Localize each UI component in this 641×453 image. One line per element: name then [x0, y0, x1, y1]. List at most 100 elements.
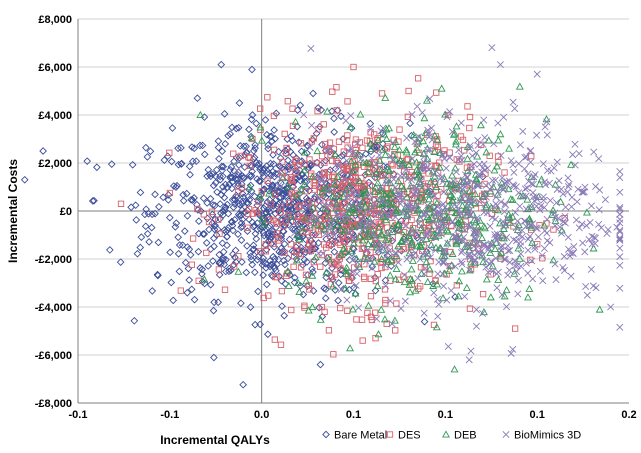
- data-point: [321, 294, 330, 303]
- data-point: [295, 235, 304, 243]
- data-point: [425, 265, 434, 273]
- data-point: [374, 134, 381, 142]
- data-point: [343, 193, 351, 201]
- data-point: [524, 293, 532, 301]
- data-point: [394, 242, 403, 250]
- data-point: [521, 165, 529, 173]
- data-point: [536, 206, 544, 214]
- data-point: [291, 117, 300, 125]
- data-point: [422, 258, 431, 266]
- data-point: [264, 94, 271, 101]
- data-point: [215, 250, 224, 259]
- data-point: [448, 128, 456, 136]
- data-point: [288, 225, 297, 234]
- data-point: [292, 231, 301, 239]
- data-point: [247, 115, 256, 124]
- data-point: [343, 215, 351, 223]
- data-point: [481, 200, 489, 208]
- data-point: [20, 175, 29, 184]
- data-point: [341, 216, 349, 224]
- data-point: [284, 281, 293, 289]
- data-point: [508, 195, 517, 203]
- data-point: [455, 146, 463, 154]
- data-point: [392, 327, 399, 334]
- data-point: [515, 82, 524, 90]
- data-point: [229, 226, 237, 235]
- data-point: [390, 316, 399, 324]
- data-point: [309, 287, 318, 295]
- data-point: [540, 204, 548, 212]
- data-point: [234, 267, 243, 275]
- data-point: [507, 157, 515, 165]
- data-point: [465, 250, 473, 258]
- data-point: [193, 200, 201, 209]
- data-point: [366, 119, 375, 128]
- data-point: [524, 170, 532, 178]
- data-point: [466, 124, 473, 132]
- data-point: [402, 222, 410, 230]
- data-point: [472, 149, 480, 157]
- data-point: [524, 269, 532, 277]
- data-point: [417, 198, 425, 205]
- data-point: [248, 65, 256, 74]
- data-point: [440, 155, 448, 163]
- data-point: [528, 257, 536, 265]
- data-point: [296, 282, 305, 290]
- data-point: [361, 275, 368, 282]
- data-point: [318, 140, 326, 149]
- data-point: [219, 247, 228, 256]
- data-point: [522, 259, 530, 267]
- data-point: [404, 160, 413, 168]
- data-point: [377, 229, 386, 237]
- data-point: [188, 143, 196, 151]
- data-point: [394, 176, 403, 185]
- data-point: [264, 330, 272, 339]
- data-point: [439, 150, 447, 158]
- data-point: [279, 158, 286, 166]
- data-point: [496, 252, 505, 260]
- data-point: [287, 173, 294, 181]
- data-point: [416, 255, 424, 263]
- data-point: [350, 283, 358, 292]
- data-point: [220, 110, 229, 118]
- data-point: [411, 188, 419, 196]
- data-point: [334, 162, 342, 170]
- data-point: [480, 222, 488, 230]
- data-point: [205, 218, 213, 226]
- data-point: [471, 189, 480, 198]
- data-point: [292, 255, 301, 263]
- data-point: [181, 258, 190, 267]
- data-point: [278, 287, 286, 295]
- data-point: [257, 136, 266, 144]
- data-point: [401, 297, 409, 305]
- data-point: [303, 271, 312, 279]
- data-point: [509, 161, 517, 169]
- data-point: [346, 247, 355, 255]
- data-point: [442, 164, 450, 172]
- data-point: [188, 261, 196, 268]
- data-point: [316, 122, 324, 131]
- data-point: [230, 215, 239, 224]
- data-point: [167, 157, 176, 166]
- data-point: [433, 198, 440, 205]
- data-point: [296, 232, 304, 241]
- data-point: [379, 197, 387, 205]
- data-point: [505, 177, 513, 185]
- data-point: [529, 189, 537, 197]
- data-point: [393, 256, 400, 263]
- data-point: [326, 139, 334, 146]
- data-point: [334, 191, 341, 198]
- data-point: [450, 365, 459, 373]
- data-point: [284, 156, 292, 165]
- data-point: [456, 236, 464, 244]
- data-point: [265, 222, 274, 230]
- data-point: [454, 225, 462, 234]
- data-point: [426, 254, 434, 262]
- data-point: [465, 242, 473, 250]
- data-point: [556, 223, 564, 231]
- data-point: [303, 258, 311, 266]
- data-point: [391, 183, 399, 191]
- data-point: [459, 136, 467, 144]
- data-point: [365, 191, 373, 199]
- data-point: [214, 137, 223, 145]
